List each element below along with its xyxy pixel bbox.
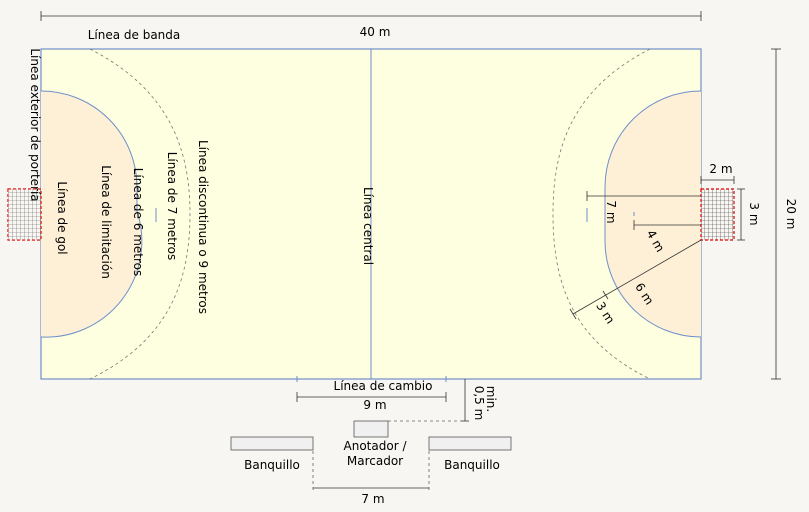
scorer-label-line1: Anotador /: [344, 439, 408, 453]
min-distance-label: min.: [484, 386, 498, 412]
sideline-label: Línea de banda: [88, 28, 181, 42]
goal-width-label: 3 m: [747, 202, 761, 225]
min-distance-value: 0,5 m: [472, 386, 486, 421]
limitation-line-label: Línea de limitación: [99, 165, 113, 279]
right-goal-area: [605, 91, 701, 337]
goal-depth-label: 2 m: [709, 162, 732, 176]
left-goal-net: [7, 188, 42, 241]
left-nine-meter-line: [89, 48, 191, 380]
outer-goal-line-label: Línea exterior de portería: [28, 48, 42, 201]
bench-right: [428, 436, 512, 451]
bench-right-label: Banquillo: [444, 458, 500, 472]
goal-line-label: Línea de gol: [55, 181, 69, 254]
bench-left-label: Banquillo: [244, 458, 300, 472]
bench-left: [230, 436, 314, 451]
seven-meter-line-label: Línea de 7 metros: [165, 152, 179, 260]
table-distance-label: 7 m: [361, 492, 384, 506]
center-line-label: Línea central: [361, 187, 375, 265]
length-label: 40 m: [360, 25, 391, 39]
scorer-table: [353, 420, 389, 438]
six-meter-line-label: Línea de 6 metros: [131, 168, 145, 276]
left-six-meter-line: [40, 90, 143, 338]
scorer-label-line2: Marcador: [347, 454, 403, 468]
dashed-line-label: Línea discontinua o 9 metros: [196, 140, 210, 314]
right-goal-net: [700, 188, 735, 241]
right-six-meter-line: [604, 90, 702, 338]
left-goal-area: [41, 91, 142, 338]
width-label: 20 m: [784, 199, 798, 230]
substitution-distance-label: 9 m: [363, 398, 386, 412]
right-nine-meter-line: [552, 48, 651, 380]
left-goal-box: [8, 189, 41, 240]
seven-meter-dim-label: 7 m: [604, 200, 618, 223]
substitution-line-label: Línea de cambio: [334, 379, 433, 393]
